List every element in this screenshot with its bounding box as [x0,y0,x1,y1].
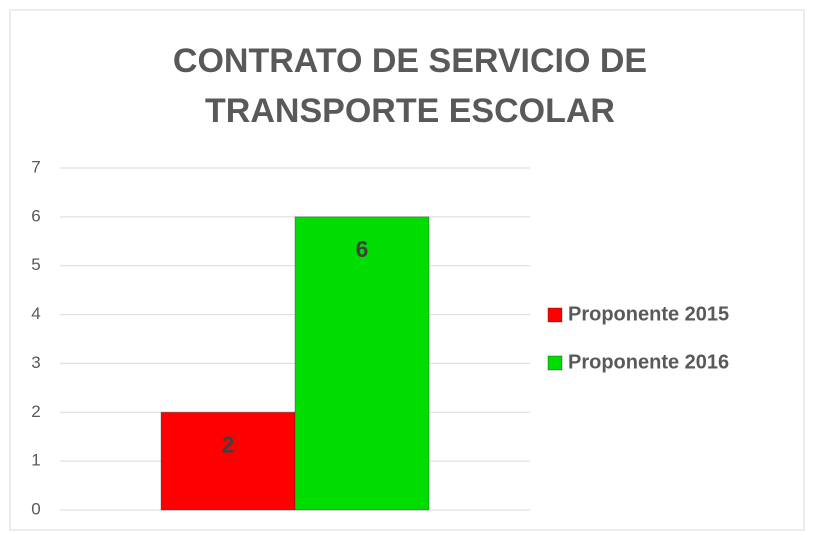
data-label: 2 [222,431,235,457]
y-tick-label: 0 [31,499,40,518]
chart-title: CONTRATO DE SERVICIO DE TRANSPORTE ESCOL… [172,42,648,130]
data-label: 6 [356,236,369,262]
y-tick-label: 4 [31,304,40,323]
legend-swatch [547,307,563,323]
legend-label: Proponente 2016 [568,351,729,373]
legend-swatch [547,355,563,371]
bar [160,411,296,511]
y-tick-label: 3 [31,353,40,372]
y-tick-label: 2 [31,402,40,421]
bar [294,216,430,511]
legend-label: Proponente 2015 [568,303,729,325]
y-tick-label: 6 [31,206,40,225]
y-tick-label: 7 [31,157,40,176]
y-tick-label: 1 [31,451,40,470]
y-tick-label: 5 [31,255,40,274]
